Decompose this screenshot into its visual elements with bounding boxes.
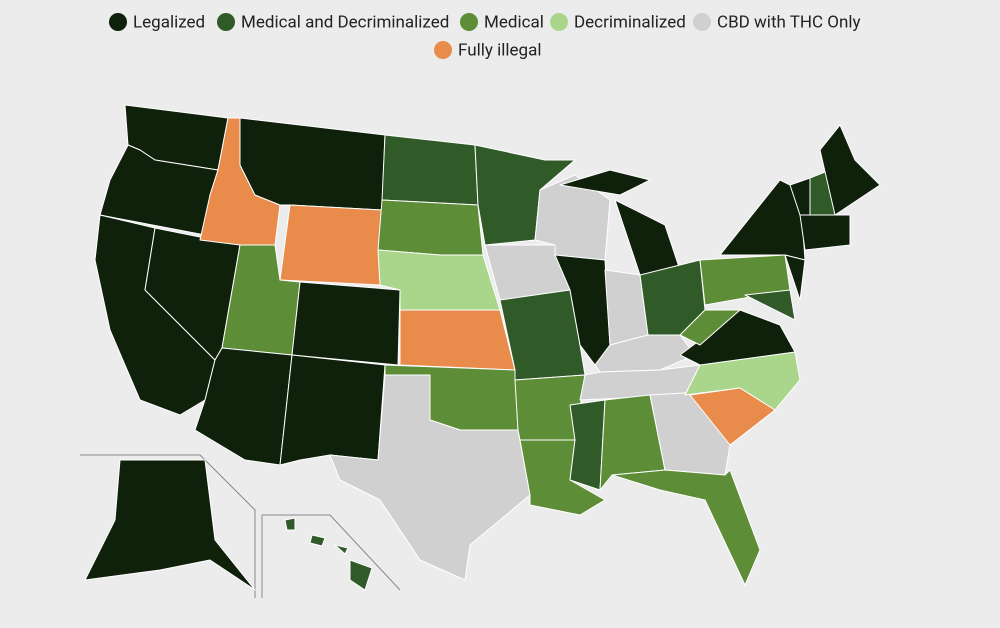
inset-line	[80, 454, 256, 598]
state	[611, 469, 761, 586]
legend-swatch	[109, 13, 127, 31]
state	[744, 289, 796, 321]
state	[784, 254, 806, 301]
state	[291, 281, 401, 366]
state	[819, 124, 881, 216]
state	[799, 214, 851, 251]
state	[84, 459, 256, 591]
legend-swatch	[434, 41, 452, 59]
legend: Legalized Medical and Decriminalized Med…	[109, 12, 861, 60]
state	[349, 559, 373, 591]
legend-swatch	[550, 13, 568, 31]
state	[284, 517, 296, 531]
legend-label: Medical	[484, 12, 544, 32]
inset-lines	[80, 454, 401, 598]
state	[377, 199, 484, 256]
state	[309, 534, 326, 547]
legend-swatch	[693, 13, 711, 31]
state	[279, 204, 383, 286]
state	[689, 387, 776, 446]
legend-label: Fully illegal	[458, 40, 541, 60]
legend-swatch	[460, 13, 478, 31]
state	[381, 134, 479, 206]
state	[399, 309, 516, 371]
legend-label: Medical and Decriminalized	[241, 12, 449, 32]
state	[569, 399, 606, 491]
state	[559, 169, 651, 196]
state	[329, 374, 531, 581]
state	[334, 544, 349, 555]
legend-label: Legalized	[133, 12, 205, 32]
inset-line	[261, 514, 401, 598]
state	[614, 199, 681, 276]
legend-label: CBD with THC Only	[717, 12, 861, 32]
states	[84, 104, 881, 591]
legend-swatch	[217, 13, 235, 31]
state	[239, 117, 386, 211]
state	[679, 309, 741, 346]
legend-label: Decriminalized	[574, 12, 686, 32]
state	[279, 354, 386, 466]
